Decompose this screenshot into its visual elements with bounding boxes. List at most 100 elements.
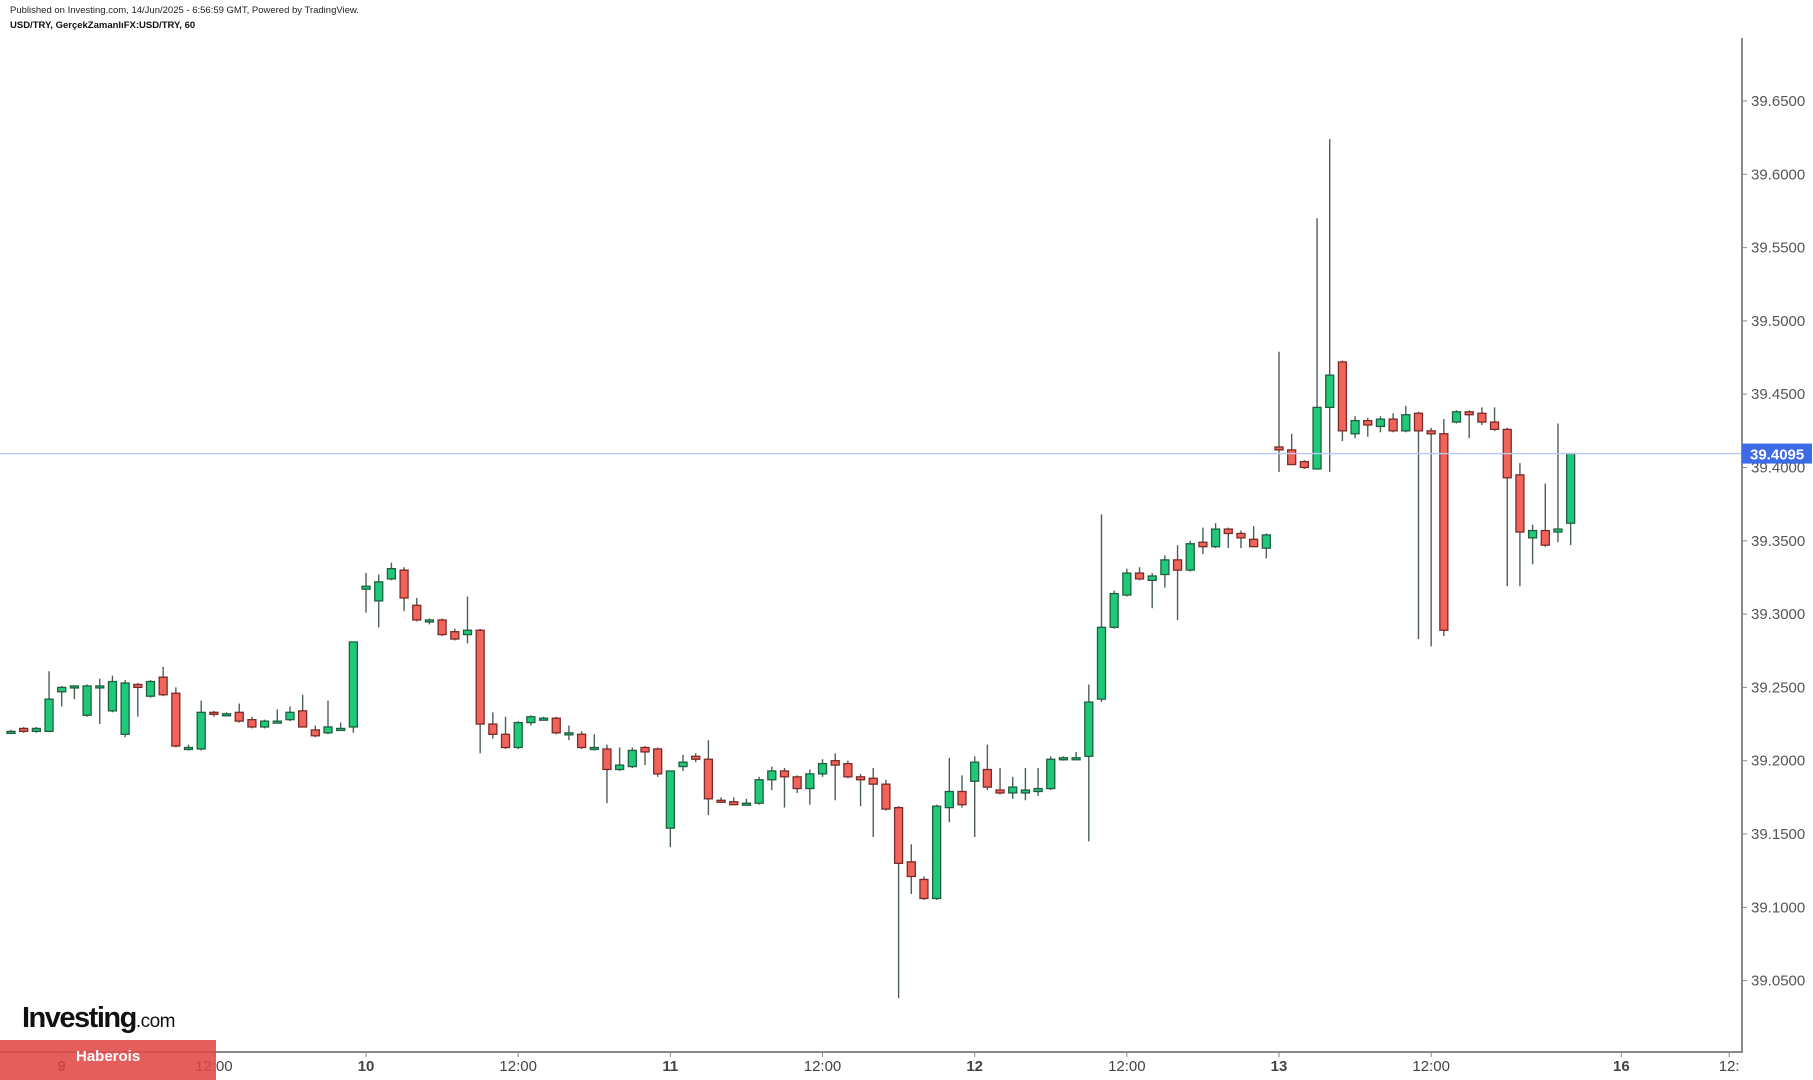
candle-up [272,720,282,724]
candle-up [627,749,637,768]
candle-up [145,680,156,697]
last-price-tag-bg [1742,443,1812,464]
candle-down [19,727,29,733]
published-caption: Published on Investing.com, 14/Jun/2025 … [10,5,359,16]
candle-down [995,789,1005,794]
candle-down [653,748,663,775]
candle-down [957,790,967,806]
candle-up [196,711,206,750]
investing-logo: Investing.com [22,1002,176,1035]
candle-down [906,861,916,878]
candle-down [1489,421,1500,431]
candle-down [1515,474,1525,533]
candle-up [1071,757,1081,761]
candle-up [1565,452,1576,524]
candle-up [931,805,942,900]
candle-down [1198,541,1208,548]
last-price-tag: 39.4095 [1742,443,1812,464]
candle-up [1147,575,1157,582]
candle-up [1527,529,1538,539]
candle-down [1363,419,1373,426]
price-tick-label: 39.3000 [1751,606,1805,623]
time-tick-label: 13 [1271,1058,1288,1075]
candle-up [221,713,232,717]
candle-up [614,764,625,771]
candle-up [6,730,16,735]
candle-down [868,777,878,785]
candle-up [323,726,333,734]
candle-down [488,723,498,735]
candle-up [1122,572,1132,596]
wicks-layer [10,139,1572,999]
candle-up [1046,758,1056,790]
candle-down [437,619,447,636]
candle-down [703,758,714,800]
candle-down [1299,460,1310,469]
candle-up [1160,559,1170,576]
candle-up [69,685,80,689]
candle-down [640,746,650,753]
candle-up [82,685,92,716]
bodies-layer [6,361,1576,900]
candle-down [475,629,485,725]
candle-up [1008,786,1018,794]
candle-up [1261,534,1271,549]
candle-up [1109,592,1119,628]
candle-up [259,720,270,728]
candle-up [1033,787,1043,793]
candle-down [551,717,561,734]
candle-up [424,619,435,623]
candle-down [830,760,840,766]
time-tick-label: 12:00 [804,1058,842,1075]
candle-down [1287,449,1297,466]
price-tick-label: 39.1500 [1751,826,1805,843]
candle-up [1451,411,1462,423]
candle-up [741,802,752,806]
candle-down [982,768,993,788]
candle-up [361,585,371,590]
price-tick-label: 39.6500 [1751,93,1805,110]
candle-up [183,746,194,751]
candle-up [1084,701,1094,757]
candle-down [1464,411,1474,416]
price-tick-label: 39.0500 [1751,973,1805,990]
candle-down [133,683,143,689]
candle-up [386,568,397,580]
candle-up [665,770,676,829]
candle-down [1337,361,1348,432]
candle-down [691,755,701,760]
candle-down [399,569,409,599]
candle-up [754,779,764,804]
last-price-value: 39.4095 [1750,447,1804,464]
candle-up [805,773,815,790]
price-tick-label: 39.2500 [1751,679,1805,696]
candle-down [919,878,929,900]
candle-up [1210,528,1221,548]
candle-down [297,710,308,728]
candle-down [1426,430,1436,435]
price-axis[interactable]: 39.0500 39.1000 39.1500 39.2000 39.2500 39.30… [1742,93,1805,990]
candle-up [538,717,549,721]
candle-down [412,604,422,621]
candle-down [881,783,891,810]
price-tick-label: 39.4000 [1751,460,1805,477]
candle-down [234,711,244,722]
candle-up [589,746,599,751]
candle-down [729,801,739,806]
time-tick-label: 12: [1719,1058,1740,1075]
candle-up [120,682,130,735]
candle-down [1248,538,1259,548]
candle-down [450,631,460,640]
candle-up [513,721,523,749]
time-tick-label: 12:00 [1412,1058,1450,1075]
time-tick-label: 10 [358,1058,375,1075]
time-tick-label: 12:00 [499,1058,537,1075]
candle-down [1134,572,1145,580]
candle-up [970,761,980,782]
candle-up [1350,419,1360,435]
candle-up [1096,626,1107,700]
candle-up [944,790,954,809]
candle-up [95,685,105,689]
